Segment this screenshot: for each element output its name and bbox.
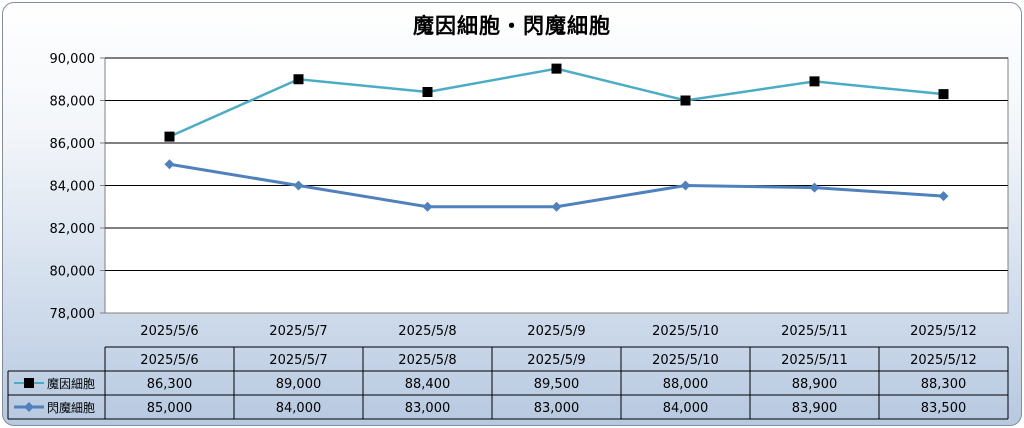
table-value-cell: 88,900 <box>792 377 838 392</box>
y-tick-label: 80,000 <box>50 265 96 280</box>
table-value-cell: 85,000 <box>147 401 193 416</box>
table-value-cell: 88,000 <box>663 377 709 392</box>
data-point-diamond <box>938 191 949 202</box>
data-point-diamond <box>164 159 175 170</box>
table-value-cell: 88,300 <box>921 377 967 392</box>
y-tick-label: 82,000 <box>50 222 96 237</box>
table-value-cell: 86,300 <box>147 377 193 392</box>
table-header-cell: 2025/5/6 <box>140 353 198 368</box>
data-point-square <box>164 131 175 142</box>
legend-label: 魔因細胞 <box>47 376 95 391</box>
data-point-diamond <box>809 182 820 193</box>
table-value-cell: 88,400 <box>405 377 451 392</box>
x-tick-label: 2025/5/6 <box>140 324 198 339</box>
table-value-cell: 83,900 <box>792 401 838 416</box>
data-point-diamond <box>680 180 691 191</box>
data-point-square <box>422 87 433 97</box>
x-tick-label: 2025/5/8 <box>398 324 456 339</box>
data-point-square <box>293 74 304 85</box>
data-point-diamond <box>293 180 304 191</box>
table-value-cell: 83,000 <box>534 401 580 416</box>
x-tick-label: 2025/5/7 <box>269 324 327 339</box>
legend-key-diamond <box>24 402 34 412</box>
x-tick-label: 2025/5/9 <box>527 324 585 339</box>
data-point-square <box>680 95 691 106</box>
x-tick-label: 2025/5/12 <box>910 324 977 339</box>
table-header-cell: 2025/5/11 <box>781 353 848 368</box>
legend-key-square <box>24 378 34 388</box>
x-tick-label: 2025/5/10 <box>652 324 719 339</box>
table-header-cell: 2025/5/7 <box>269 353 327 368</box>
legend-label: 閃魔細胞 <box>47 400 95 415</box>
table-header-cell: 2025/5/10 <box>652 353 719 368</box>
data-point-square <box>551 63 562 74</box>
table-value-cell: 89,000 <box>276 377 322 392</box>
data-point-square <box>938 89 949 100</box>
table-value-cell: 83,000 <box>405 401 451 416</box>
data-point-square <box>809 76 820 87</box>
data-point-diamond <box>551 201 562 212</box>
y-tick-label: 90,000 <box>50 52 96 67</box>
y-tick-label: 84,000 <box>50 180 96 195</box>
y-tick-label: 88,000 <box>50 95 96 110</box>
y-tick-label: 78,000 <box>50 307 96 322</box>
table-header-cell: 2025/5/8 <box>398 353 456 368</box>
y-tick-label: 86,000 <box>50 137 96 152</box>
x-tick-label: 2025/5/11 <box>781 324 848 339</box>
table-header-cell: 2025/5/9 <box>527 353 585 368</box>
data-point-diamond <box>422 201 433 212</box>
table-value-cell: 84,000 <box>276 401 322 416</box>
table-value-cell: 84,000 <box>663 401 709 416</box>
table-value-cell: 89,500 <box>534 377 580 392</box>
table-header-cell: 2025/5/12 <box>910 353 977 368</box>
table-value-cell: 83,500 <box>921 401 967 416</box>
chart-title: 魔因細胞・閃魔細胞 <box>413 14 611 38</box>
